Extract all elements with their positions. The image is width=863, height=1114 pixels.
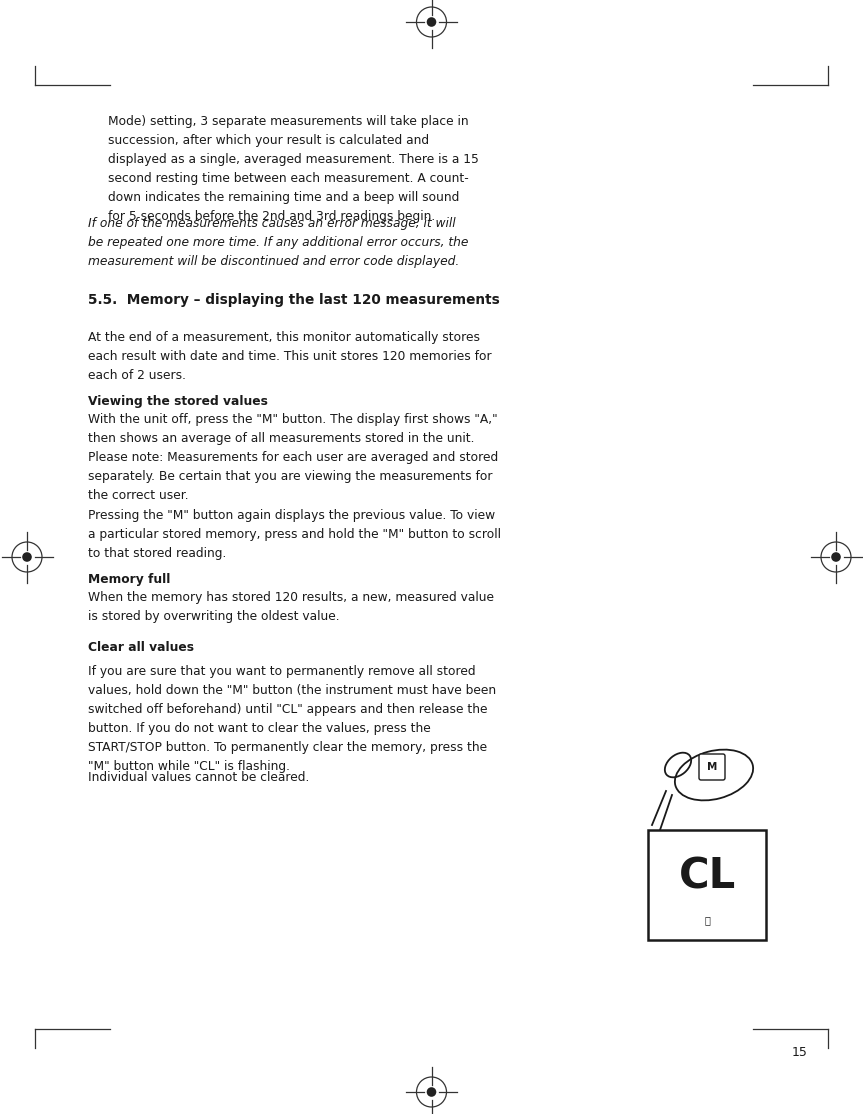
Text: With the unit off, press the "M" button. The display first shows "A,"
then shows: With the unit off, press the "M" button.… <box>88 413 498 502</box>
Text: At the end of a measurement, this monitor automatically stores
each result with : At the end of a measurement, this monito… <box>88 331 492 382</box>
Text: Memory full: Memory full <box>88 573 170 586</box>
Circle shape <box>831 553 841 561</box>
Text: Viewing the stored values: Viewing the stored values <box>88 395 268 408</box>
Text: If you are sure that you want to permanently remove all stored
values, hold down: If you are sure that you want to permane… <box>88 665 496 773</box>
Text: When the memory has stored 120 results, a new, measured value
is stored by overw: When the memory has stored 120 results, … <box>88 592 494 623</box>
Text: M: M <box>707 762 717 772</box>
Text: If one of the measurements causes an error message, it will
be repeated one more: If one of the measurements causes an err… <box>88 217 469 268</box>
Text: 5.5.  Memory – displaying the last 120 measurements: 5.5. Memory – displaying the last 120 me… <box>88 293 500 307</box>
Text: Individual values cannot be cleared.: Individual values cannot be cleared. <box>88 771 309 784</box>
Text: Clear all values: Clear all values <box>88 641 194 654</box>
Text: 15: 15 <box>792 1046 808 1059</box>
Circle shape <box>426 1087 437 1097</box>
Text: Pressing the "M" button again displays the previous value. To view
a particular : Pressing the "M" button again displays t… <box>88 509 501 560</box>
FancyBboxPatch shape <box>699 754 725 780</box>
Bar <box>648 830 766 940</box>
Text: CL: CL <box>678 856 735 897</box>
Circle shape <box>22 553 32 561</box>
Text: Mode) setting, 3 separate measurements will take place in
succession, after whic: Mode) setting, 3 separate measurements w… <box>108 115 479 223</box>
Text: ⌚: ⌚ <box>704 916 710 926</box>
Circle shape <box>426 17 437 27</box>
